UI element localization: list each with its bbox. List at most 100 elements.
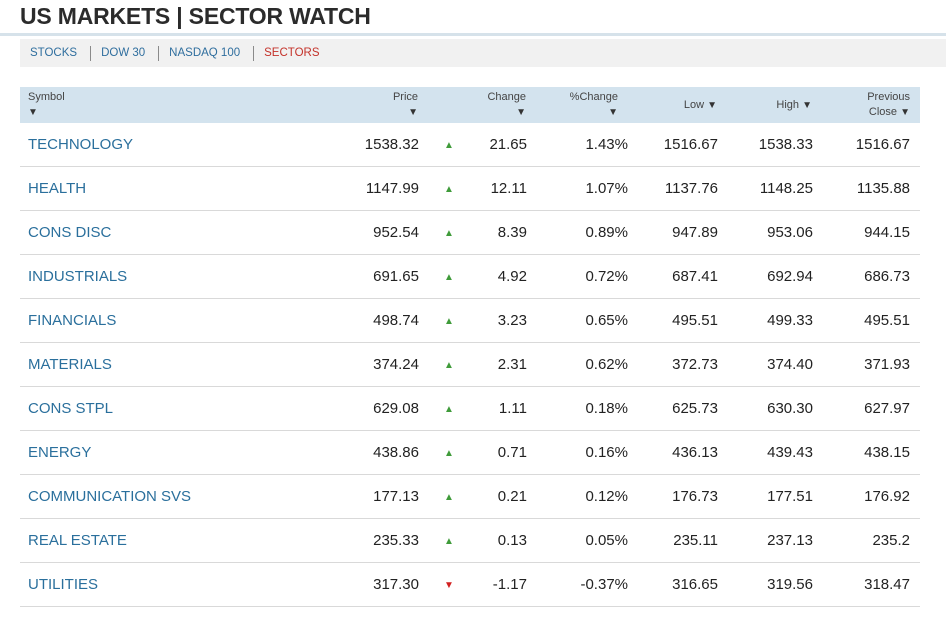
market-tabs: STOCKS DOW 30 NASDAQ 100 SECTORS xyxy=(20,39,946,67)
symbol-link[interactable]: INDUSTRIALS xyxy=(28,268,128,285)
cell-previous-close: 686.73 xyxy=(864,268,910,285)
cell-pct-change: 0.12% xyxy=(585,488,628,505)
cell-low: 235.11 xyxy=(673,532,718,549)
cell-pct-change: 0.16% xyxy=(585,444,628,461)
title-bar: US MARKETS | SECTOR WATCH xyxy=(0,0,946,36)
table-row[interactable]: TECHNOLOGY 1538.32 21.65 1.43% 1516.67 1538.3… xyxy=(20,123,920,167)
cell-high: 692.94 xyxy=(767,268,813,285)
table-row[interactable]: HEALTH 1147.99 12.11 1.07% 1137.76 1148.25 113… xyxy=(20,167,920,211)
symbol-link[interactable]: COMMUNICATION SVS xyxy=(28,488,192,505)
symbol-link[interactable]: REAL ESTATE xyxy=(28,532,127,549)
symbol-link[interactable]: UTILITIES xyxy=(28,576,99,593)
column-label-close: Close xyxy=(868,106,898,118)
tab-sectors[interactable]: SECTORS xyxy=(264,46,320,59)
cell-pct-change: 0.05% xyxy=(585,532,628,549)
tab-stocks[interactable]: STOCKS xyxy=(20,45,92,61)
cell-pct-change: 0.89% xyxy=(585,224,628,241)
table-body: TECHNOLOGY 1538.32 21.65 1.43% 1516.67 1538.3… xyxy=(20,123,920,607)
cell-change: 8.39 xyxy=(497,224,527,241)
table-row[interactable]: COMMUNICATION SVS 177.13 0.21 0.12% 176.73 17… xyxy=(20,475,920,519)
cell-price: 498.74 xyxy=(373,312,419,329)
column-header-symbol[interactable]: Symbol ▼ xyxy=(28,90,65,120)
column-header-price[interactable]: Price ▼ xyxy=(393,90,418,120)
cell-low: 176.73 xyxy=(672,488,718,505)
cell-price: 438.86 xyxy=(373,444,419,461)
up-arrow-icon: ▲ xyxy=(444,404,454,415)
sort-down-icon: ▼ xyxy=(900,107,910,118)
cell-change: 0.71 xyxy=(497,444,527,461)
cell-low: 372.73 xyxy=(672,356,718,373)
cell-price: 629.08 xyxy=(373,400,419,417)
cell-price: 691.65 xyxy=(373,268,419,285)
cell-price: 317.30 xyxy=(373,576,419,593)
cell-high: 237.13 xyxy=(767,532,813,549)
cell-previous-close: 1135.88 xyxy=(856,180,910,197)
sort-down-icon: ▼ xyxy=(28,107,38,118)
symbol-link[interactable]: FINANCIALS xyxy=(28,312,117,329)
table-row[interactable]: CONS STPL 629.08 1.11 0.18% 625.73 630.30 627.… xyxy=(20,387,920,431)
page-title: US MARKETS | SECTOR WATCH xyxy=(20,3,371,29)
up-arrow-icon: ▲ xyxy=(444,228,454,239)
cell-low: 947.89 xyxy=(672,224,718,241)
column-header-low[interactable]: Low ▼ xyxy=(684,98,717,113)
cell-high: 630.30 xyxy=(767,400,813,417)
column-label-symbol: Symbol xyxy=(28,91,65,103)
tab-dow-30[interactable]: DOW 30 xyxy=(91,45,160,61)
symbol-link[interactable]: HEALTH xyxy=(28,180,87,197)
cell-price: 374.24 xyxy=(373,356,419,373)
cell-high: 374.40 xyxy=(767,356,813,373)
symbol-link[interactable]: CONS STPL xyxy=(28,400,114,417)
symbol-link[interactable]: ENERGY xyxy=(28,444,92,461)
column-label-pct-change: %Change xyxy=(569,91,618,103)
cell-high: 953.06 xyxy=(767,224,813,241)
cell-pct-change: 0.62% xyxy=(585,356,628,373)
cell-previous-close: 495.51 xyxy=(864,312,910,329)
cell-price: 1147.99 xyxy=(365,180,419,197)
tab-nasdaq-100[interactable]: NASDAQ 100 xyxy=(159,45,255,61)
up-arrow-icon: ▲ xyxy=(444,448,454,459)
symbol-link[interactable]: MATERIALS xyxy=(28,356,112,373)
sort-down-icon: ▼ xyxy=(608,107,618,118)
column-label-previous: Previous xyxy=(867,91,910,103)
cell-high: 1538.33 xyxy=(758,136,813,153)
cell-low: 687.41 xyxy=(672,268,718,285)
cell-high: 499.33 xyxy=(767,312,813,329)
table-header: Symbol ▼ Price ▼ Change ▼ %Change ▼ Low … xyxy=(20,87,920,123)
up-arrow-icon: ▲ xyxy=(444,184,454,195)
up-arrow-icon: ▲ xyxy=(444,316,454,327)
cell-high: 319.56 xyxy=(767,576,813,593)
symbol-link[interactable]: CONS DISC xyxy=(28,224,112,241)
cell-change: 4.92 xyxy=(497,268,527,285)
column-header-change[interactable]: Change ▼ xyxy=(487,90,526,120)
sort-down-icon: ▼ xyxy=(516,107,526,118)
cell-high: 439.43 xyxy=(767,444,813,461)
cell-change: 1.11 xyxy=(498,400,527,417)
table-row[interactable]: UTILITIES 317.30 -1.17 -0.37% 316.65 319.56 31… xyxy=(20,563,920,607)
up-arrow-icon: ▲ xyxy=(444,536,454,547)
column-label-low: Low xyxy=(683,99,705,111)
cell-low: 625.73 xyxy=(672,400,718,417)
up-arrow-icon: ▲ xyxy=(444,360,454,371)
column-label-change: Change xyxy=(487,91,526,103)
table-row[interactable]: INDUSTRIALS 691.65 4.92 0.72% 687.41 692.94 68… xyxy=(20,255,920,299)
table-row[interactable]: ENERGY 438.86 0.71 0.16% 436.13 439.43 438.15 ▲ xyxy=(20,431,920,475)
symbol-link[interactable]: TECHNOLOGY xyxy=(28,136,134,153)
cell-previous-close: 1516.67 xyxy=(855,136,910,153)
column-header-high[interactable]: High ▼ xyxy=(776,98,812,113)
table-row[interactable]: MATERIALS 374.24 2.31 0.62% 372.73 374.40 371.… xyxy=(20,343,920,387)
table-row[interactable]: CONS DISC 952.54 8.39 0.89% 947.89 953.06 944.… xyxy=(20,211,920,255)
column-header-previous-close[interactable]: Previous Close ▼ xyxy=(867,90,910,120)
column-header-pct-change[interactable]: %Change ▼ xyxy=(570,90,618,120)
sort-down-icon: ▼ xyxy=(707,100,717,111)
cell-previous-close: 627.97 xyxy=(864,400,910,417)
cell-low: 436.13 xyxy=(672,444,718,461)
cell-high: 1148.25 xyxy=(759,180,813,197)
cell-pct-change: -0.37% xyxy=(580,576,628,593)
cell-previous-close: 235.2 xyxy=(872,532,910,549)
table-row[interactable]: FINANCIALS 498.74 3.23 0.65% 495.51 499.33 495… xyxy=(20,299,920,343)
cell-price: 1538.32 xyxy=(364,136,419,153)
table-row[interactable]: REAL ESTATE 235.33 0.13 0.05% 235.11 237.13 23… xyxy=(20,519,920,563)
cell-price: 177.13 xyxy=(373,488,419,505)
cell-low: 1137.76 xyxy=(664,180,718,197)
up-arrow-icon: ▲ xyxy=(444,272,454,283)
